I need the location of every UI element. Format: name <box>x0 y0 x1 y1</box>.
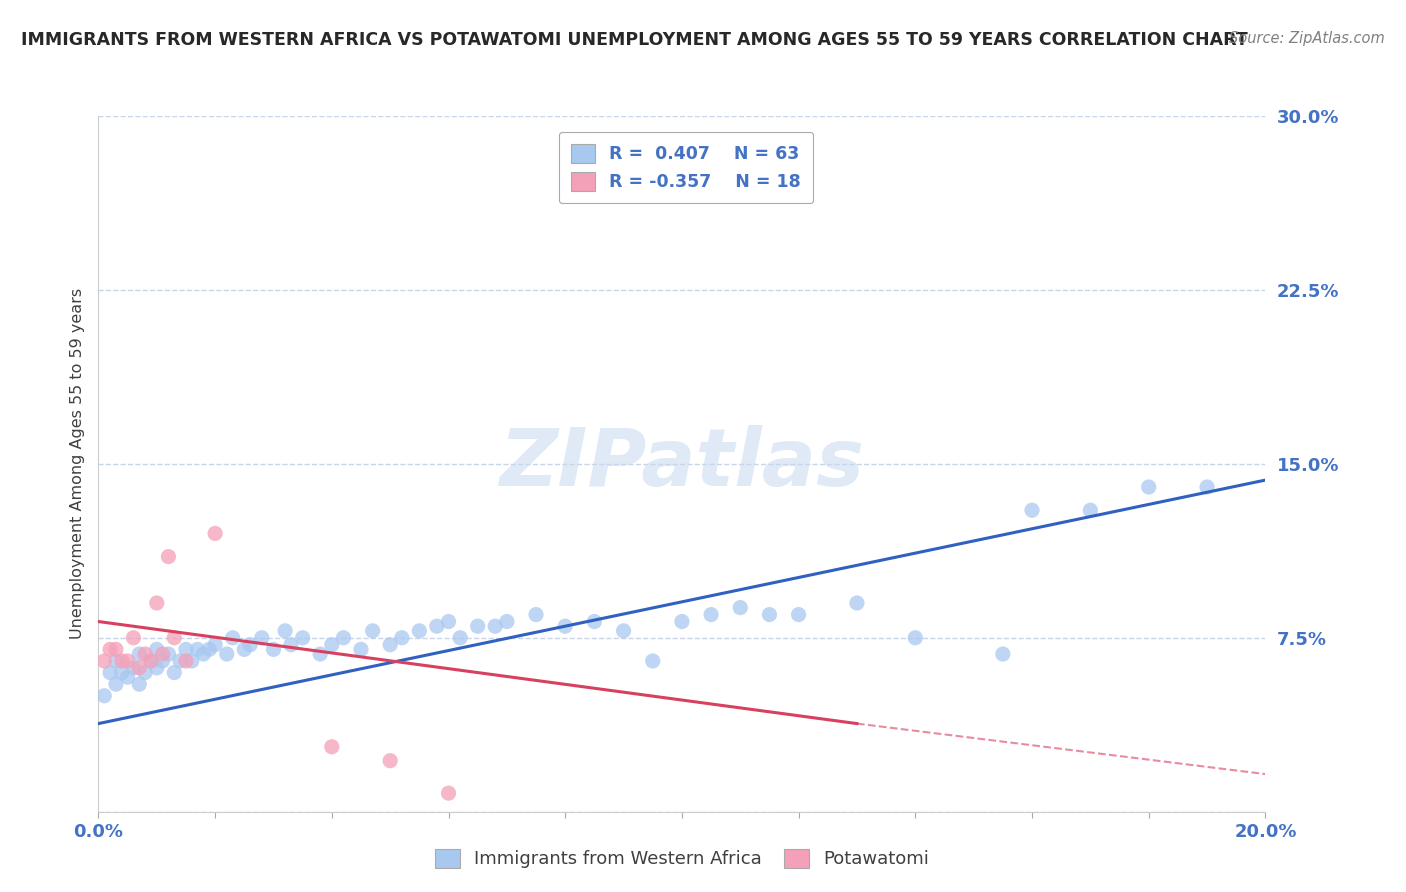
Point <box>1137 480 1160 494</box>
Point <box>198 642 221 657</box>
Point <box>991 647 1014 661</box>
Point <box>758 607 780 622</box>
Point <box>350 642 373 657</box>
Point <box>274 624 297 638</box>
Point <box>93 654 115 668</box>
Point <box>128 647 150 661</box>
Point <box>204 638 226 652</box>
Point <box>309 647 332 661</box>
Point <box>262 642 284 657</box>
Point <box>146 642 169 657</box>
Point <box>554 619 576 633</box>
Point <box>378 754 402 768</box>
Point <box>612 624 634 638</box>
Point <box>122 631 145 645</box>
Point <box>215 647 238 661</box>
Point <box>180 654 202 668</box>
Point <box>1021 503 1043 517</box>
Point <box>146 661 169 675</box>
Legend: Immigrants from Western Africa, Potawatomi: Immigrants from Western Africa, Potawato… <box>423 838 941 880</box>
Point <box>221 631 243 645</box>
Point <box>426 619 449 633</box>
Point <box>122 661 145 675</box>
Point <box>93 689 115 703</box>
Point <box>845 596 868 610</box>
Point <box>700 607 723 622</box>
Point <box>233 642 256 657</box>
Text: IMMIGRANTS FROM WESTERN AFRICA VS POTAWATOMI UNEMPLOYMENT AMONG AGES 55 TO 59 YE: IMMIGRANTS FROM WESTERN AFRICA VS POTAWA… <box>21 31 1249 49</box>
Point <box>152 654 174 668</box>
Point <box>321 638 343 652</box>
Point <box>104 642 127 657</box>
Point <box>163 631 186 645</box>
Point <box>524 607 547 622</box>
Point <box>641 654 664 668</box>
Point <box>280 638 302 652</box>
Point <box>134 647 156 661</box>
Point <box>169 654 191 668</box>
Point <box>321 739 343 754</box>
Point <box>157 647 180 661</box>
Point <box>449 631 471 645</box>
Point <box>111 665 134 680</box>
Y-axis label: Unemployment Among Ages 55 to 59 years: Unemployment Among Ages 55 to 59 years <box>69 288 84 640</box>
Point <box>193 647 215 661</box>
Point <box>128 661 150 675</box>
Point <box>787 607 810 622</box>
Point <box>117 670 139 684</box>
Text: ZIPatlas: ZIPatlas <box>499 425 865 503</box>
Point <box>391 631 413 645</box>
Point <box>1080 503 1102 517</box>
Point <box>250 631 273 645</box>
Point <box>437 615 460 629</box>
Point <box>291 631 314 645</box>
Point <box>174 654 197 668</box>
Point <box>332 631 354 645</box>
Point <box>98 665 121 680</box>
Point <box>139 654 162 668</box>
Point <box>583 615 606 629</box>
Point <box>128 677 150 691</box>
Point <box>134 665 156 680</box>
Point <box>104 654 127 668</box>
Point <box>104 677 127 691</box>
Text: Source: ZipAtlas.com: Source: ZipAtlas.com <box>1229 31 1385 46</box>
Point <box>157 549 180 564</box>
Point <box>671 615 693 629</box>
Point <box>728 600 751 615</box>
Point <box>378 638 402 652</box>
Point <box>239 638 262 652</box>
Point <box>904 631 927 645</box>
Point <box>139 654 162 668</box>
Point <box>467 619 489 633</box>
Point <box>495 615 517 629</box>
Point <box>187 642 209 657</box>
Point <box>98 642 121 657</box>
Point <box>484 619 506 633</box>
Point <box>1195 480 1218 494</box>
Point <box>408 624 430 638</box>
Point <box>117 654 139 668</box>
Point <box>152 647 174 661</box>
Point <box>204 526 226 541</box>
Point <box>111 654 134 668</box>
Point <box>174 642 197 657</box>
Point <box>146 596 169 610</box>
Point <box>437 786 460 800</box>
Point <box>361 624 384 638</box>
Point <box>163 665 186 680</box>
